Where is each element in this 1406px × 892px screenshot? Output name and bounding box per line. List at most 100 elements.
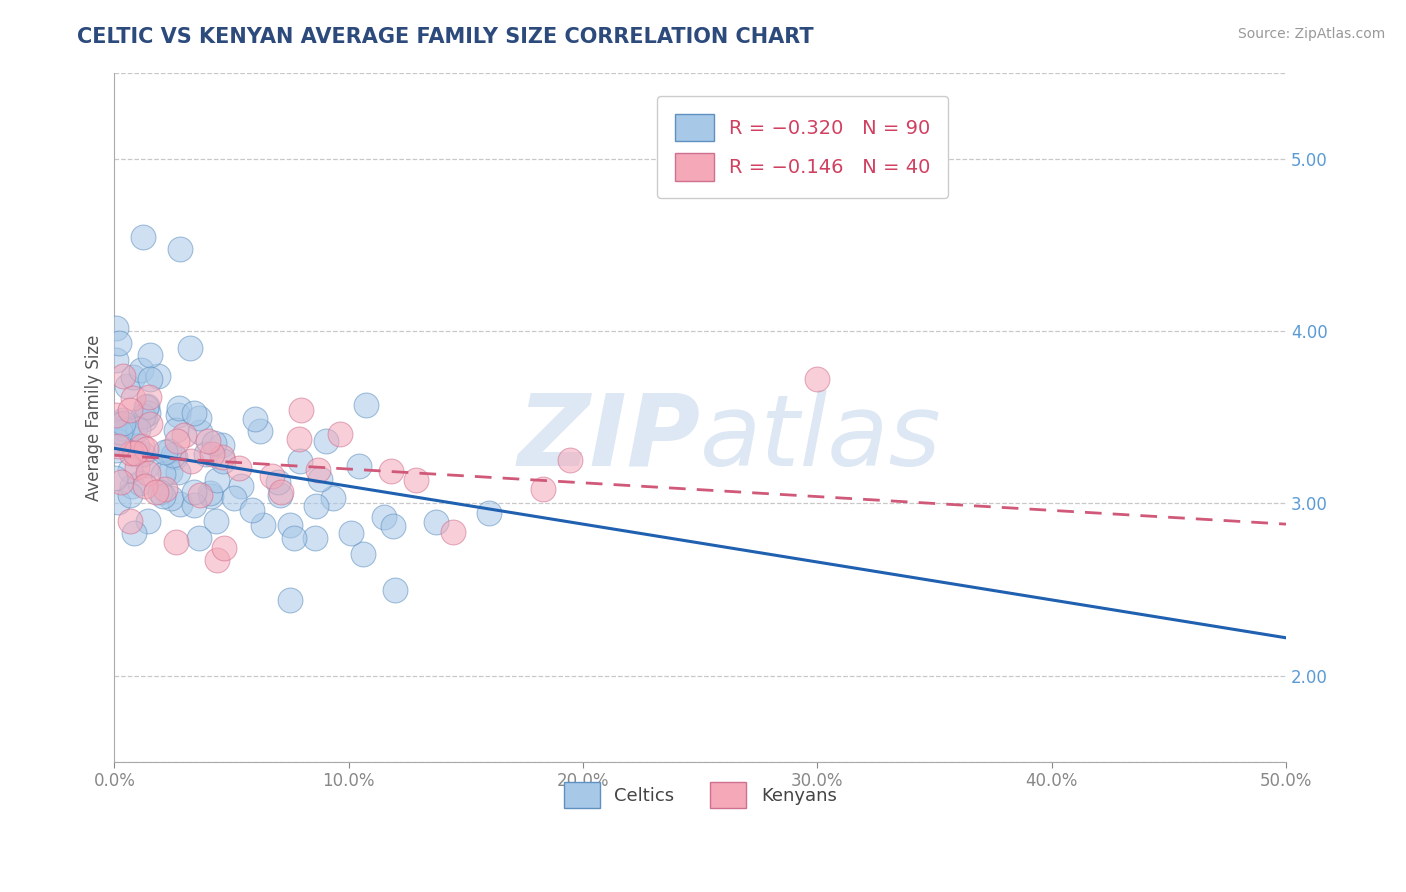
Point	[278, 593, 301, 607]
Point	[228, 460, 250, 475]
Point	[107, 336, 129, 351]
Point	[104, 471, 127, 485]
Point	[207, 552, 229, 566]
Point	[200, 489, 222, 503]
Point	[134, 412, 156, 426]
Point	[405, 473, 427, 487]
Point	[121, 479, 143, 493]
Point	[212, 541, 235, 556]
Point	[108, 425, 131, 440]
Point	[278, 518, 301, 533]
Point	[245, 412, 267, 426]
Point	[166, 434, 188, 449]
Point	[252, 517, 274, 532]
Point	[806, 372, 828, 386]
Point	[136, 514, 159, 528]
Point	[162, 448, 184, 462]
Point	[373, 509, 395, 524]
Point	[307, 463, 329, 477]
Point	[136, 458, 159, 472]
Point	[340, 525, 363, 540]
Y-axis label: Average Family Size: Average Family Size	[86, 334, 103, 500]
Point	[167, 466, 190, 480]
Point	[188, 532, 211, 546]
Point	[159, 491, 181, 505]
Point	[165, 450, 187, 465]
Point	[329, 427, 352, 442]
Point	[139, 372, 162, 386]
Point	[309, 471, 332, 485]
Point	[139, 348, 162, 362]
Point	[139, 417, 162, 431]
Point	[267, 475, 290, 489]
Point	[132, 447, 155, 461]
Point	[131, 229, 153, 244]
Point	[173, 428, 195, 442]
Point	[260, 468, 283, 483]
Point	[212, 454, 235, 468]
Point	[169, 242, 191, 256]
Point	[384, 582, 406, 597]
Point	[110, 475, 132, 489]
Point	[211, 450, 233, 464]
Point	[124, 446, 146, 460]
Point	[136, 466, 159, 480]
Point	[122, 526, 145, 541]
Point	[120, 445, 142, 459]
Point	[128, 476, 150, 491]
Point	[269, 488, 291, 502]
Point	[120, 402, 142, 417]
Point	[283, 531, 305, 545]
Point	[125, 439, 148, 453]
Point	[197, 434, 219, 449]
Point	[195, 447, 218, 461]
Point	[111, 421, 134, 435]
Point	[146, 369, 169, 384]
Point	[124, 421, 146, 435]
Point	[152, 467, 174, 481]
Point	[187, 411, 209, 425]
Point	[112, 369, 135, 384]
Point	[167, 408, 190, 422]
Point	[288, 454, 311, 468]
Point	[531, 482, 554, 496]
Point	[127, 422, 149, 436]
Point	[560, 453, 582, 467]
Point	[183, 498, 205, 512]
Point	[190, 425, 212, 439]
Point	[188, 488, 211, 502]
Point	[211, 437, 233, 451]
Point	[104, 443, 127, 458]
Point	[201, 447, 224, 461]
Point	[159, 465, 181, 479]
Point	[122, 391, 145, 405]
Point	[131, 439, 153, 453]
Point	[179, 341, 201, 355]
Point	[138, 390, 160, 404]
Point	[165, 423, 187, 437]
Point	[183, 406, 205, 420]
Point	[240, 503, 263, 517]
Point	[169, 497, 191, 511]
Point	[115, 378, 138, 392]
Point	[205, 473, 228, 487]
Text: CELTIC VS KENYAN AVERAGE FAMILY SIZE CORRELATION CHART: CELTIC VS KENYAN AVERAGE FAMILY SIZE COR…	[77, 27, 814, 46]
Point	[478, 506, 501, 520]
Point	[107, 438, 129, 452]
Point	[229, 479, 252, 493]
Point	[111, 417, 134, 431]
Point	[165, 534, 187, 549]
Point	[127, 459, 149, 474]
Point	[288, 432, 311, 446]
Point	[290, 402, 312, 417]
Point	[122, 370, 145, 384]
Point	[129, 363, 152, 377]
Point	[149, 484, 172, 499]
Point	[157, 444, 180, 458]
Point	[205, 514, 228, 528]
Point	[107, 495, 129, 509]
Point	[304, 531, 326, 545]
Point	[153, 482, 176, 496]
Point	[352, 547, 374, 561]
Point	[315, 434, 337, 448]
